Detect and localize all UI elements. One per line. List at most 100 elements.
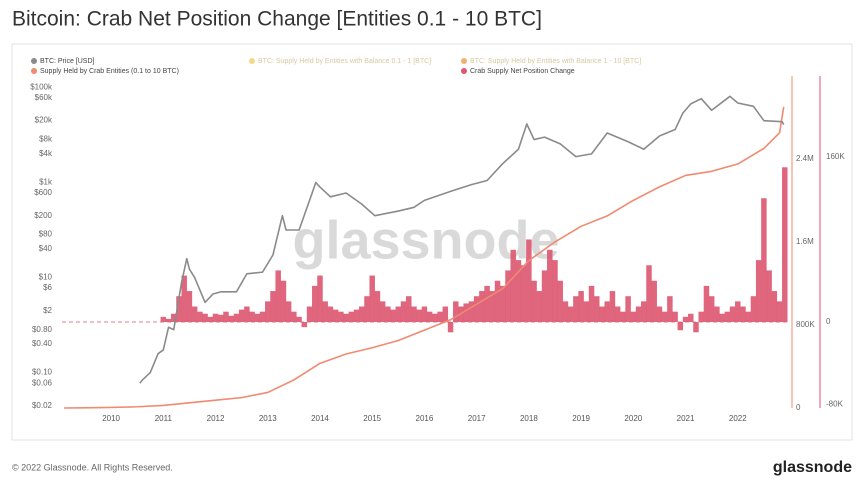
bar — [641, 301, 647, 322]
bar — [228, 315, 234, 322]
bar — [594, 296, 600, 322]
legend-label: BTC: Price [USD] — [40, 58, 95, 65]
x-tick-label: 2010 — [102, 414, 120, 423]
x-tick-label: 2018 — [520, 414, 538, 423]
bar — [635, 306, 642, 322]
bar — [567, 306, 574, 322]
bar — [353, 309, 360, 322]
y3ticks-tick-label: -80K — [826, 400, 844, 409]
bar — [547, 249, 553, 322]
bar — [583, 301, 590, 322]
bar — [421, 306, 428, 322]
bar — [280, 280, 287, 322]
bar — [552, 260, 558, 322]
bar — [604, 301, 610, 322]
bar — [317, 275, 323, 322]
yticks-tick-label: $8k — [39, 135, 53, 144]
x-tick-label: 2015 — [363, 414, 381, 423]
bar — [703, 285, 710, 322]
bar — [578, 291, 584, 322]
bar — [291, 311, 297, 322]
bar — [212, 313, 219, 322]
bar — [390, 309, 396, 322]
bar — [620, 311, 626, 322]
bar — [447, 321, 454, 333]
y2ticks-tick-label: 800K — [796, 320, 815, 329]
bar — [782, 167, 788, 322]
bar — [505, 270, 511, 322]
legend-label: BTC: Supply Held by Entities with Balanc… — [258, 58, 431, 65]
bar — [573, 296, 579, 322]
bar — [562, 301, 569, 322]
legend-marker — [461, 68, 467, 74]
y2ticks-tick-label: 1.6M — [796, 237, 814, 246]
yticks-tick-label: $0.10 — [32, 368, 53, 377]
bar — [484, 285, 490, 322]
x-tick-label: 2021 — [677, 414, 695, 423]
bar — [395, 306, 402, 322]
yticks-tick-label: $600 — [34, 188, 52, 197]
bar — [520, 265, 527, 322]
yticks-tick-label: $0.06 — [32, 378, 53, 387]
bar — [526, 239, 532, 322]
bar — [249, 311, 255, 322]
bar — [630, 311, 637, 322]
x-tick-label: 2020 — [624, 414, 642, 423]
bar — [202, 313, 208, 322]
bar — [609, 291, 616, 322]
line — [139, 95, 785, 384]
bar — [646, 265, 652, 322]
x-tick-label: 2014 — [311, 414, 329, 423]
bar — [338, 311, 344, 322]
bar — [714, 306, 720, 322]
yticks-tick-label: $1k — [39, 178, 53, 187]
bar — [688, 313, 694, 322]
bar — [515, 260, 522, 322]
x-tick-label: 2019 — [572, 414, 590, 423]
yticks-tick-label: $80 — [39, 230, 53, 239]
bar — [755, 260, 762, 322]
bar — [285, 301, 292, 322]
bar — [348, 311, 355, 322]
bar — [479, 291, 485, 322]
bar — [160, 316, 167, 322]
bar — [265, 301, 271, 322]
yticks-tick-label: $60k — [35, 93, 53, 102]
bar — [667, 296, 673, 322]
bar — [296, 316, 302, 322]
bar — [301, 321, 308, 328]
x-tick-label: 2022 — [729, 414, 747, 423]
bar — [693, 321, 699, 333]
bar — [364, 296, 370, 322]
bar — [468, 301, 475, 322]
bar — [531, 280, 537, 322]
bar — [406, 296, 412, 322]
bar — [677, 321, 684, 331]
bar — [176, 296, 182, 322]
legend-marker — [249, 58, 255, 64]
y3ticks-tick-label: 0 — [826, 317, 831, 326]
bar — [766, 270, 772, 322]
bar — [771, 291, 778, 322]
chart-frame — [11, 43, 853, 441]
yticks-tick-label: $200 — [34, 211, 52, 220]
yticks-tick-label: $2 — [43, 306, 52, 315]
bar — [719, 313, 725, 322]
bar — [740, 306, 746, 322]
x-tick-label: 2016 — [416, 414, 434, 423]
bar — [761, 198, 767, 322]
yticks-tick-label: $10 — [39, 273, 53, 282]
bar — [259, 311, 266, 322]
logo: glassnode — [773, 459, 852, 476]
bar — [745, 311, 751, 322]
yticks-tick-label: $0.80 — [32, 325, 53, 334]
bar — [171, 313, 177, 322]
bar — [625, 296, 631, 322]
bar — [359, 306, 365, 322]
x-tick-label: 2012 — [207, 414, 225, 423]
bar — [453, 301, 459, 322]
bar — [614, 306, 621, 322]
legend-marker — [31, 58, 37, 64]
